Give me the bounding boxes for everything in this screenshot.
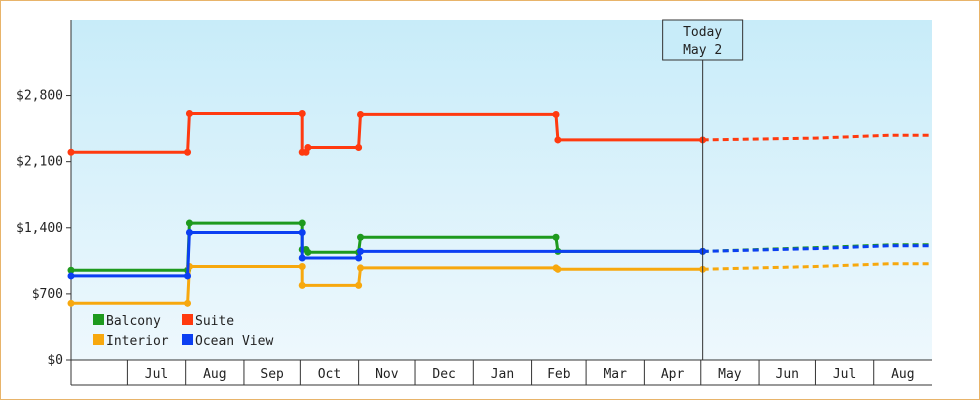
- data-point-balcony[interactable]: [357, 233, 365, 241]
- data-point-suite[interactable]: [67, 148, 75, 156]
- plot-area: [71, 20, 932, 360]
- forecast-line-ocean-view: [702, 244, 931, 253]
- legend-label-suite: Suite: [195, 314, 234, 329]
- data-point-ocean-view[interactable]: [298, 254, 306, 262]
- x-tick-label: Jan: [491, 367, 514, 382]
- data-point-suite[interactable]: [298, 110, 306, 117]
- data-point-interior[interactable]: [355, 281, 363, 289]
- data-point-balcony[interactable]: [185, 219, 193, 227]
- x-tick-label: May: [718, 367, 742, 382]
- y-tick-label: $700: [32, 287, 63, 302]
- x-tick-label: Mar: [603, 367, 627, 382]
- data-point-suite[interactable]: [552, 110, 560, 118]
- data-point-ocean-view[interactable]: [357, 247, 365, 255]
- y-tick-label: $1,400: [16, 221, 63, 236]
- data-point-interior[interactable]: [184, 299, 192, 307]
- today-label: Today: [683, 25, 722, 40]
- data-point-suite[interactable]: [184, 148, 192, 156]
- x-tick-label: Sep: [260, 367, 284, 382]
- data-point-suite[interactable]: [357, 110, 365, 118]
- data-point-interior[interactable]: [67, 299, 75, 307]
- data-point-ocean-view[interactable]: [185, 229, 193, 236]
- today-date: May 2: [683, 43, 722, 58]
- x-tick-label: Aug: [203, 367, 226, 382]
- data-point-ocean-view[interactable]: [67, 272, 75, 280]
- y-tick-label: $0: [47, 353, 63, 368]
- data-point-interior[interactable]: [554, 265, 562, 273]
- x-tick-label: Nov: [375, 367, 399, 382]
- x-tick-label: Jun: [776, 367, 799, 382]
- data-point-balcony[interactable]: [298, 219, 306, 227]
- x-tick-label: Feb: [547, 367, 571, 382]
- data-point-interior[interactable]: [298, 263, 306, 270]
- data-point-suite[interactable]: [185, 110, 193, 117]
- y-tick-label: $2,100: [16, 155, 63, 170]
- legend-swatch-interior: [93, 334, 104, 345]
- data-point-balcony[interactable]: [304, 248, 312, 256]
- data-point-balcony[interactable]: [67, 266, 75, 274]
- forecast-line-suite: [702, 133, 931, 142]
- today-marker-box: [662, 19, 744, 61]
- data-point-ocean-view[interactable]: [298, 229, 306, 236]
- data-point-interior[interactable]: [357, 264, 365, 272]
- data-point-balcony[interactable]: [552, 233, 560, 241]
- legend-label-ocean-view: Ocean View: [195, 334, 273, 349]
- x-tick-label: Dec: [432, 367, 455, 382]
- x-tick-label: Jul: [145, 367, 168, 382]
- x-tick-label: Jul: [833, 367, 856, 382]
- legend-label-interior: Interior: [106, 334, 169, 349]
- x-tick-label: Apr: [661, 367, 685, 382]
- forecast-line-interior: [702, 262, 931, 271]
- data-point-suite[interactable]: [554, 136, 562, 144]
- legend-swatch-suite: [182, 314, 193, 325]
- data-point-ocean-view[interactable]: [355, 254, 363, 262]
- x-tick-label: Oct: [318, 367, 341, 382]
- data-point-suite[interactable]: [355, 144, 363, 151]
- legend: Balcony Suite Interior Ocean View: [93, 314, 273, 349]
- legend-label-balcony: Balcony: [106, 314, 161, 329]
- data-point-interior[interactable]: [298, 281, 306, 289]
- data-point-ocean-view[interactable]: [184, 272, 192, 280]
- y-tick-label: $2,800: [16, 89, 63, 104]
- legend-swatch-ocean-view: [182, 334, 193, 345]
- legend-swatch-balcony: [93, 314, 104, 325]
- data-point-suite[interactable]: [304, 144, 312, 151]
- x-tick-label: Aug: [891, 367, 914, 382]
